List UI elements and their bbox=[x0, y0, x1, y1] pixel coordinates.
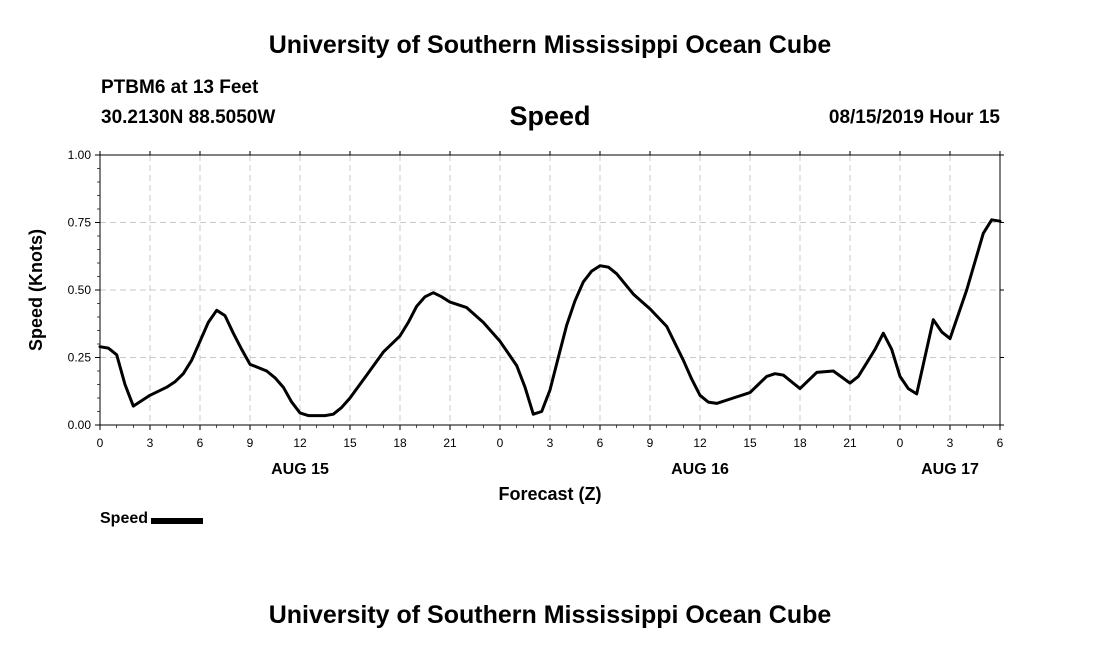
x-tick-label: 0 bbox=[97, 436, 104, 450]
coordinates-label: 30.2130N 88.5050W bbox=[101, 107, 276, 128]
x-tick-label: 6 bbox=[197, 436, 204, 450]
x-axis-label: Forecast (Z) bbox=[498, 484, 601, 504]
series-line-speed bbox=[98, 218, 1002, 418]
x-tick-label: 21 bbox=[843, 436, 857, 450]
x-tick-label: 3 bbox=[147, 436, 154, 450]
legend-label: Speed bbox=[100, 510, 149, 527]
date-label: AUG 17 bbox=[921, 461, 979, 478]
date-label: AUG 15 bbox=[271, 461, 329, 478]
x-tick-label: 3 bbox=[947, 436, 954, 450]
chart-legend: Speed bbox=[100, 510, 204, 528]
run-time-label: 08/15/2019 Hour 15 bbox=[828, 107, 1000, 128]
x-tick-label: 21 bbox=[443, 436, 457, 450]
y-tick-label: 0.00 bbox=[68, 418, 92, 432]
y-tick-label: 1.00 bbox=[68, 148, 92, 162]
x-tick-label: 6 bbox=[997, 436, 1004, 450]
date-label: AUG 16 bbox=[671, 461, 729, 478]
x-tick-label: 9 bbox=[247, 436, 254, 450]
variable-title: Speed bbox=[509, 101, 591, 131]
x-tick-label: 15 bbox=[743, 436, 757, 450]
station-label: PTBM6 at 13 Feet bbox=[101, 77, 259, 98]
footer-title: University of Southern Mississippi Ocean… bbox=[268, 601, 832, 629]
x-tick-label: 12 bbox=[293, 436, 307, 450]
page-title: University of Southern Mississippi Ocean… bbox=[268, 31, 832, 59]
x-tick-label: 0 bbox=[897, 436, 904, 450]
x-tick-label: 12 bbox=[693, 436, 707, 450]
x-tick-label: 0 bbox=[497, 436, 504, 450]
x-tick-label: 9 bbox=[647, 436, 654, 450]
x-tick-label: 18 bbox=[793, 436, 807, 450]
x-tick-label: 6 bbox=[597, 436, 604, 450]
y-tick-label: 0.75 bbox=[68, 216, 92, 230]
x-tick-label: 18 bbox=[393, 436, 407, 450]
legend-swatch bbox=[151, 518, 204, 524]
x-tick-label: 3 bbox=[547, 436, 554, 450]
y-tick-label: 0.25 bbox=[68, 351, 92, 365]
x-tick-label: 15 bbox=[343, 436, 357, 450]
y-axis-label: Speed (Knots) bbox=[26, 229, 46, 351]
y-tick-label: 0.50 bbox=[68, 283, 92, 297]
